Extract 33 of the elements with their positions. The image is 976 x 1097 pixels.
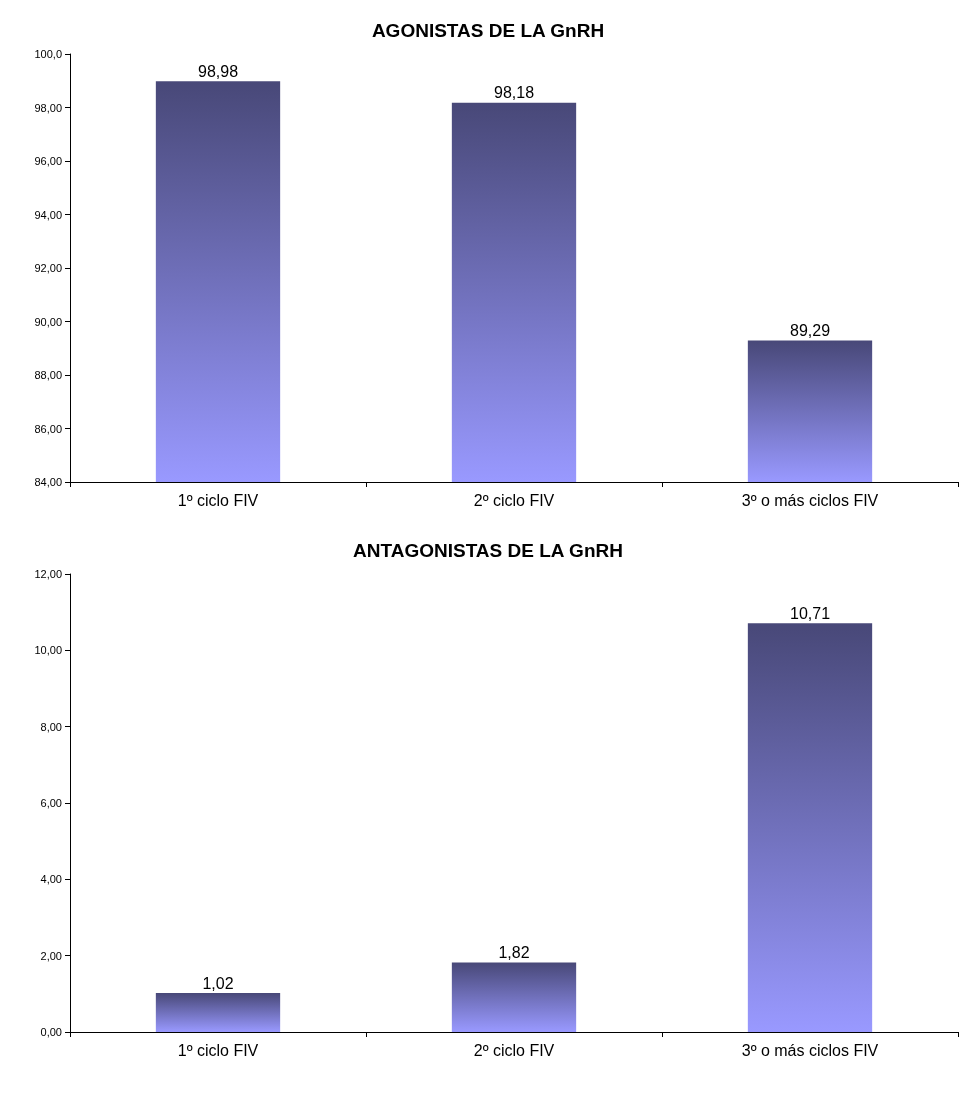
y-tick-label: 100,0 — [34, 48, 62, 60]
chart-title: AGONISTAS DE LA GnRH — [371, 20, 605, 41]
x-tick-label: 1º ciclo FIV — [177, 1041, 259, 1059]
data-label: 1,02 — [202, 974, 234, 992]
x-tick-label: 3º o más ciclos FIV — [741, 1041, 879, 1059]
y-tick-label: 0,00 — [40, 1026, 62, 1038]
bar — [451, 962, 577, 1032]
bar — [155, 993, 281, 1032]
y-tick-label: 84,00 — [34, 476, 62, 488]
y-tick-label: 86,00 — [34, 422, 62, 435]
x-tick-label: 2º ciclo FIV — [473, 1041, 555, 1059]
data-label: 1,82 — [498, 944, 530, 962]
data-label: 89,29 — [789, 321, 831, 339]
bar — [747, 623, 873, 1032]
y-tick-label: 98,00 — [34, 101, 62, 114]
y-tick-label: 10,00 — [34, 644, 62, 657]
y-tick-label: 92,00 — [34, 262, 62, 274]
data-label: 98,18 — [493, 84, 535, 102]
x-tick-label: 2º ciclo FIV — [473, 491, 555, 509]
chart-title: ANTAGONISTAS DE LA GnRH — [353, 540, 623, 561]
y-tick-label: 2,00 — [40, 949, 62, 962]
data-label: 98,98 — [197, 62, 239, 80]
y-tick-label: 12,00 — [34, 568, 62, 580]
y-tick-label: 88,00 — [34, 369, 62, 381]
x-tick-label: 1º ciclo FIV — [177, 491, 259, 509]
x-tick-label: 3º o más ciclos FIV — [741, 491, 879, 509]
data-label: 10,71 — [789, 604, 831, 622]
y-tick-label: 96,00 — [34, 155, 62, 167]
y-tick-label: 8,00 — [40, 720, 62, 733]
y-tick-label: 4,00 — [40, 873, 62, 886]
y-tick-label: 6,00 — [40, 797, 62, 809]
y-tick-label: 90,00 — [34, 315, 62, 328]
y-tick-label: 94,00 — [34, 208, 62, 221]
